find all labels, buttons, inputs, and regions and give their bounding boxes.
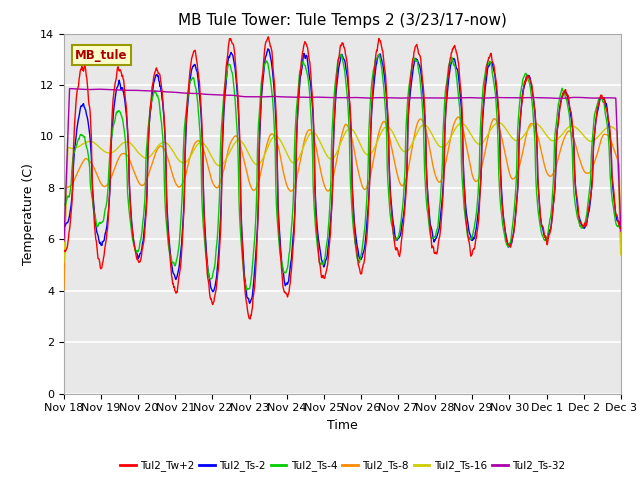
X-axis label: Time: Time	[327, 419, 358, 432]
Y-axis label: Temperature (C): Temperature (C)	[22, 163, 35, 264]
Legend: Tul2_Tw+2, Tul2_Ts-2, Tul2_Ts-4, Tul2_Ts-8, Tul2_Ts-16, Tul2_Ts-32: Tul2_Tw+2, Tul2_Ts-2, Tul2_Ts-4, Tul2_Ts…	[116, 456, 569, 476]
Title: MB Tule Tower: Tule Temps 2 (3/23/17-now): MB Tule Tower: Tule Temps 2 (3/23/17-now…	[178, 13, 507, 28]
Text: MB_tule: MB_tule	[75, 49, 127, 62]
